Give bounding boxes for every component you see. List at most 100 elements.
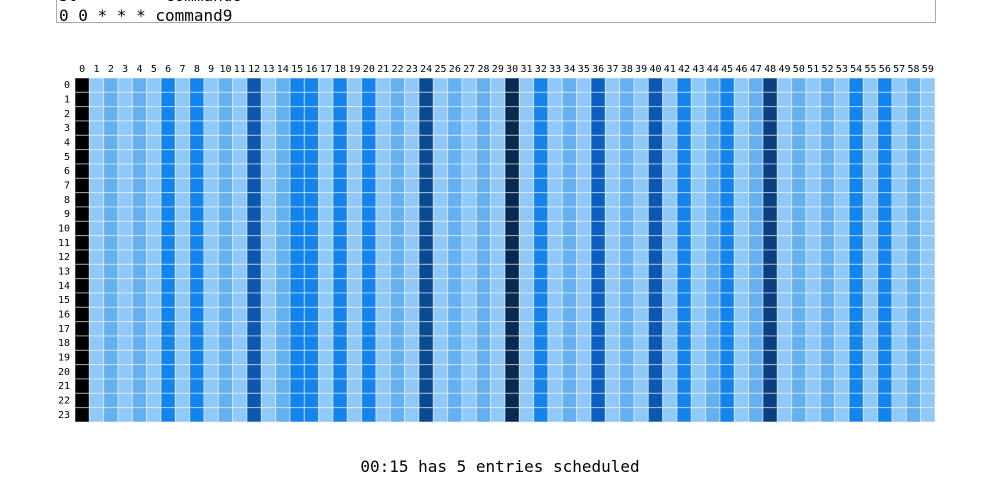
- cell[interactable]: [762, 364, 778, 380]
- cell[interactable]: [561, 220, 578, 237]
- cell[interactable]: [848, 163, 864, 179]
- cell[interactable]: [662, 364, 678, 380]
- cell[interactable]: [375, 278, 391, 294]
- cell[interactable]: [475, 192, 492, 208]
- cell[interactable]: [203, 235, 219, 251]
- cell[interactable]: [418, 163, 434, 179]
- cell[interactable]: [389, 106, 406, 122]
- cell[interactable]: [303, 106, 320, 122]
- cell[interactable]: [590, 149, 606, 165]
- cell[interactable]: [619, 206, 635, 222]
- cell[interactable]: [604, 120, 621, 136]
- cell[interactable]: [475, 364, 492, 380]
- cell[interactable]: [74, 106, 90, 122]
- cell[interactable]: [232, 278, 248, 294]
- cell[interactable]: [131, 392, 148, 409]
- cell[interactable]: [776, 206, 793, 222]
- cell[interactable]: [518, 263, 535, 280]
- cell[interactable]: [748, 378, 764, 394]
- cell[interactable]: [131, 220, 148, 237]
- cell[interactable]: [647, 335, 664, 351]
- cell[interactable]: [547, 292, 563, 308]
- cell[interactable]: [533, 192, 549, 208]
- cell[interactable]: [490, 292, 506, 308]
- cell[interactable]: [791, 321, 807, 337]
- cell[interactable]: [217, 407, 234, 423]
- cell[interactable]: [232, 192, 248, 208]
- cell[interactable]: [332, 134, 348, 151]
- cell[interactable]: [189, 263, 205, 280]
- cell[interactable]: [117, 364, 133, 380]
- cell[interactable]: [862, 206, 879, 222]
- cell[interactable]: [217, 106, 234, 122]
- cell[interactable]: [633, 77, 649, 93]
- cell[interactable]: [576, 235, 592, 251]
- cell[interactable]: [174, 364, 191, 380]
- cell[interactable]: [748, 206, 764, 222]
- cell[interactable]: [346, 321, 363, 337]
- cell[interactable]: [791, 206, 807, 222]
- cell[interactable]: [862, 177, 879, 194]
- cell[interactable]: [232, 306, 248, 323]
- cell[interactable]: [561, 278, 578, 294]
- cell[interactable]: [504, 392, 520, 409]
- cell[interactable]: [805, 192, 821, 208]
- cell[interactable]: [490, 235, 506, 251]
- cell[interactable]: [117, 263, 133, 280]
- cell[interactable]: [776, 364, 793, 380]
- cell[interactable]: [590, 335, 606, 351]
- cell[interactable]: [533, 278, 549, 294]
- cell[interactable]: [217, 278, 234, 294]
- cell[interactable]: [361, 77, 377, 93]
- cell[interactable]: [547, 77, 563, 93]
- cell[interactable]: [346, 177, 363, 194]
- cell[interactable]: [318, 235, 334, 251]
- cell[interactable]: [447, 77, 463, 93]
- cell[interactable]: [748, 235, 764, 251]
- cell[interactable]: [475, 177, 492, 194]
- cell[interactable]: [561, 263, 578, 280]
- cell[interactable]: [160, 163, 176, 179]
- cell[interactable]: [862, 321, 879, 337]
- cell[interactable]: [862, 106, 879, 122]
- cell[interactable]: [719, 177, 735, 194]
- cell[interactable]: [633, 220, 649, 237]
- cell[interactable]: [905, 364, 922, 380]
- cell[interactable]: [848, 392, 864, 409]
- cell[interactable]: [131, 407, 148, 423]
- cell[interactable]: [117, 321, 133, 337]
- cell[interactable]: [834, 134, 850, 151]
- cell[interactable]: [103, 335, 119, 351]
- cell[interactable]: [461, 407, 477, 423]
- cell[interactable]: [160, 192, 176, 208]
- cell[interactable]: [332, 335, 348, 351]
- cell[interactable]: [260, 321, 277, 337]
- cell[interactable]: [619, 392, 635, 409]
- cell[interactable]: [260, 134, 277, 151]
- cell[interactable]: [131, 192, 148, 208]
- cell[interactable]: [504, 177, 520, 194]
- cell[interactable]: [418, 263, 434, 280]
- cell[interactable]: [318, 249, 334, 265]
- cell[interactable]: [819, 206, 836, 222]
- cell[interactable]: [733, 407, 750, 423]
- cell[interactable]: [389, 378, 406, 394]
- cell[interactable]: [246, 235, 262, 251]
- cell[interactable]: [117, 106, 133, 122]
- cell[interactable]: [103, 120, 119, 136]
- cell[interactable]: [576, 263, 592, 280]
- cell[interactable]: [475, 335, 492, 351]
- cell[interactable]: [117, 235, 133, 251]
- cell[interactable]: [719, 306, 735, 323]
- cell[interactable]: [74, 321, 90, 337]
- cell[interactable]: [633, 163, 649, 179]
- cell[interactable]: [375, 292, 391, 308]
- cell[interactable]: [762, 321, 778, 337]
- cell[interactable]: [131, 292, 148, 308]
- cell[interactable]: [404, 134, 420, 151]
- cell[interactable]: [404, 407, 420, 423]
- cell[interactable]: [461, 120, 477, 136]
- cell[interactable]: [146, 335, 162, 351]
- cell[interactable]: [877, 278, 893, 294]
- cell[interactable]: [447, 91, 463, 108]
